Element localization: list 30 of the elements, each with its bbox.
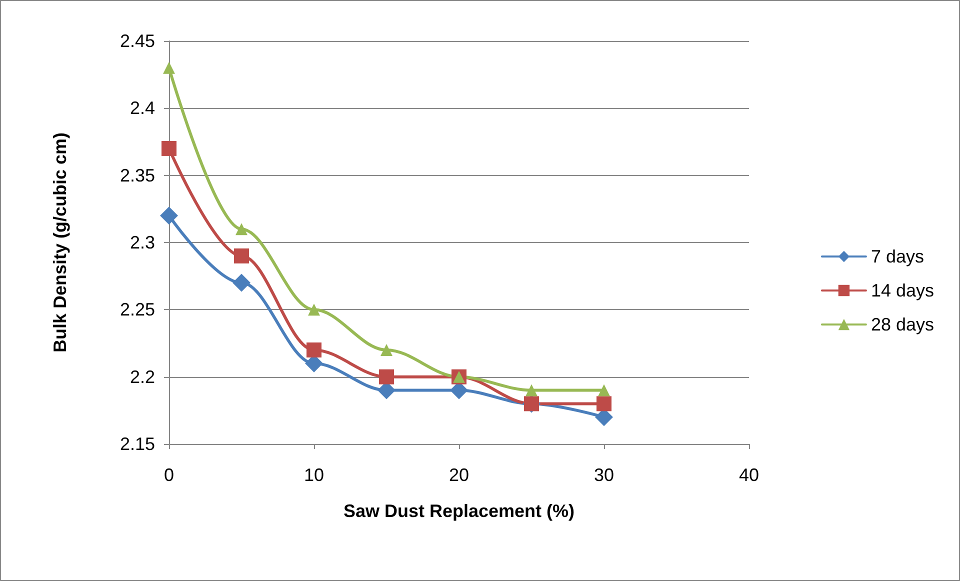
x-axis-title: Saw Dust Replacement (%) [343,501,575,521]
x-tick-label: 10 [304,465,324,485]
y-tick-label: 2.2 [130,366,155,387]
point [598,384,610,396]
point [306,342,322,358]
point [236,223,248,236]
point [308,304,320,316]
y-tick-label: 2.4 [130,98,155,118]
x-tick-label: 0 [164,465,174,485]
point [379,369,394,384]
y-tick-label: 2.15 [120,434,155,454]
x-tick-label: 30 [594,465,614,485]
point [162,140,176,156]
point [234,248,249,264]
legend-label: 7 days [870,246,924,266]
x-tick-label: 40 [738,465,760,485]
y-tick-label: 2.3 [130,232,155,252]
point [596,396,612,412]
y-axis-title: Bulk Density (g/cubic cm) [50,132,70,353]
point [380,344,392,356]
point [160,206,178,225]
point [163,62,175,74]
y-tick-label: 2.35 [120,165,155,186]
y-tick-label: 2.25 [120,300,155,320]
legend-label: 14 days [870,280,934,300]
point [526,384,538,396]
x-tick-label: 20 [448,465,470,485]
point [232,274,250,292]
legend-label: 28 days [870,314,934,334]
y-tick-label: 2.45 [120,31,155,51]
